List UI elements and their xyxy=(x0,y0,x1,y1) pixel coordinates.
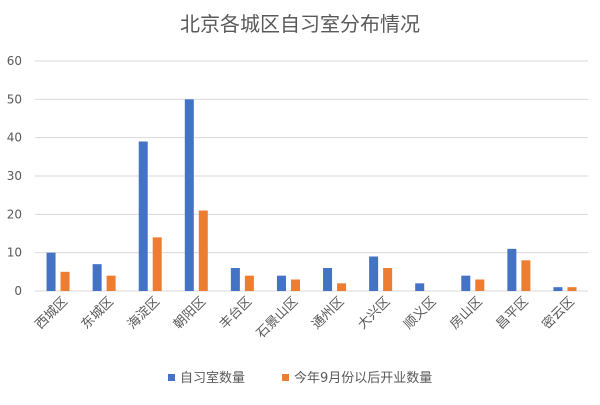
bar xyxy=(290,279,300,291)
category-label: 密云区 xyxy=(539,294,578,333)
category-label: 通州区 xyxy=(309,294,347,332)
legend-swatch xyxy=(282,374,289,381)
y-tick-label: 50 xyxy=(7,92,22,106)
category-label: 顺义区 xyxy=(401,294,439,332)
bar xyxy=(337,283,347,291)
category-label: 丰台区 xyxy=(217,294,255,332)
legend: 自习室数量 今年9月份以后开业数量 xyxy=(168,370,432,386)
bar xyxy=(244,275,254,291)
bar xyxy=(276,275,286,291)
category-label: 西城区 xyxy=(33,294,71,332)
bar xyxy=(152,237,162,291)
category-label: 朝阳区 xyxy=(171,294,209,332)
gridlines xyxy=(35,60,588,292)
legend-label: 今年9月份以后开业数量 xyxy=(294,370,432,386)
category-label: 昌平区 xyxy=(494,294,532,332)
bar xyxy=(567,287,577,291)
category-label: 石景山区 xyxy=(254,294,301,341)
bar xyxy=(415,283,425,291)
bars xyxy=(46,99,577,291)
y-tick-label: 0 xyxy=(14,284,22,298)
y-tick-label: 10 xyxy=(7,246,22,260)
bar xyxy=(92,264,102,291)
bar xyxy=(46,252,56,291)
category-label: 海淀区 xyxy=(125,294,163,332)
bar xyxy=(230,268,240,291)
bar xyxy=(553,287,563,291)
bar xyxy=(461,275,471,291)
bar xyxy=(507,248,517,291)
bar xyxy=(369,256,379,291)
bar xyxy=(184,99,194,291)
category-label: 东城区 xyxy=(79,294,117,332)
bar xyxy=(383,268,393,291)
bar xyxy=(521,260,531,291)
y-tick-label: 60 xyxy=(7,54,22,68)
legend-swatch xyxy=(168,374,175,381)
y-tick-label: 20 xyxy=(7,207,22,221)
bar xyxy=(475,279,485,291)
bar xyxy=(198,210,208,291)
category-label: 大兴区 xyxy=(355,294,393,332)
bar xyxy=(138,141,148,291)
bar xyxy=(60,271,70,291)
chart-title: 北京各城区自习室分布情况 xyxy=(180,12,420,36)
y-tick-label: 40 xyxy=(7,131,22,145)
y-axis-ticks: 0 10 20 30 40 50 60 xyxy=(7,54,22,298)
legend-label: 自习室数量 xyxy=(180,370,245,386)
category-label: 房山区 xyxy=(447,294,486,333)
y-tick-label: 30 xyxy=(7,169,22,183)
bar xyxy=(106,275,116,291)
bar xyxy=(323,268,333,291)
